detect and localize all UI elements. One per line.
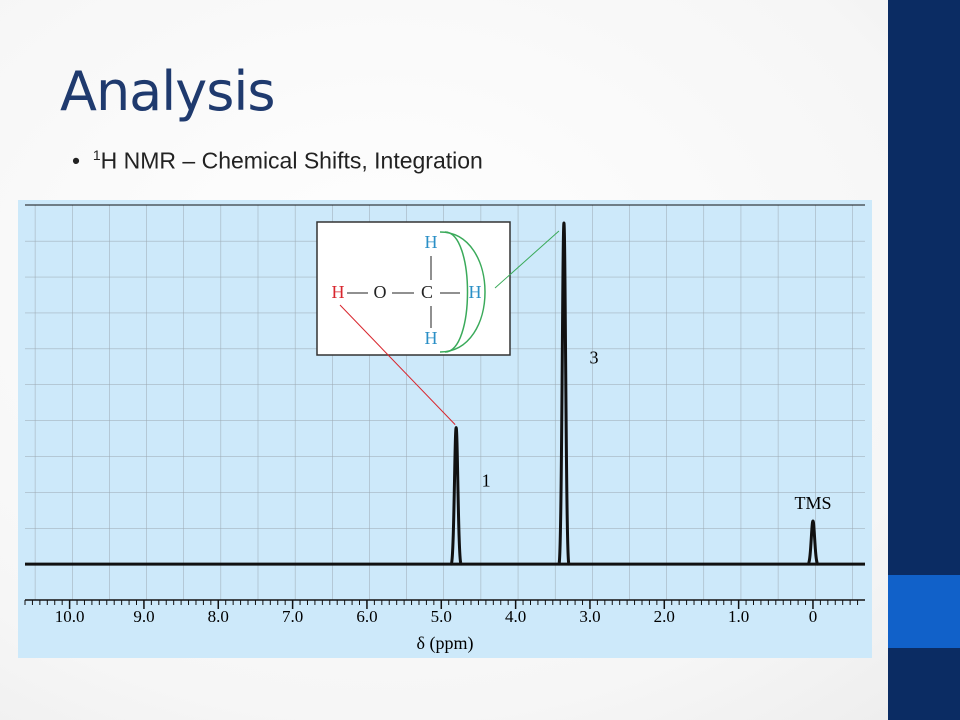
x-tick-label: 4.0 [505,607,526,626]
peak-label: 3 [589,348,598,368]
x-tick-label: 5.0 [431,607,452,626]
slide-title: Analysis [60,60,275,123]
x-axis-label: δ (ppm) [417,633,474,654]
bullet: • 1H NMR – Chemical Shifts, Integration [72,147,483,174]
atom: H [469,282,482,302]
x-tick-label: 10.0 [55,607,85,626]
x-tick-label: 6.0 [356,607,377,626]
peak-label: 1 [482,470,491,490]
superscript: 1 [92,147,101,163]
atom: H [332,282,345,302]
x-tick-label: 7.0 [282,607,303,626]
x-tick-label: 1.0 [728,607,749,626]
structure-box [316,221,511,356]
peak-label: TMS [794,493,831,513]
x-tick-label: 3.0 [579,607,600,626]
x-tick-label: 8.0 [208,607,229,626]
bracket-inner [444,231,469,353]
bracket [439,231,486,353]
peak [806,519,820,566]
atom: O [374,282,387,302]
peak [449,426,463,566]
x-tick-label: 9.0 [133,607,154,626]
side-bar-accent [888,575,960,648]
atom: H [425,232,438,252]
atom: C [421,282,433,302]
x-tick-label: 2.0 [654,607,675,626]
peak [557,221,571,566]
leader-line [494,230,560,289]
structure: H H O C H H [316,221,511,356]
x-tick-label: 0 [809,607,818,626]
bullet-text: H NMR – Chemical Shifts, Integration [100,147,483,174]
leader-line [339,304,456,425]
atom: H [425,328,438,348]
